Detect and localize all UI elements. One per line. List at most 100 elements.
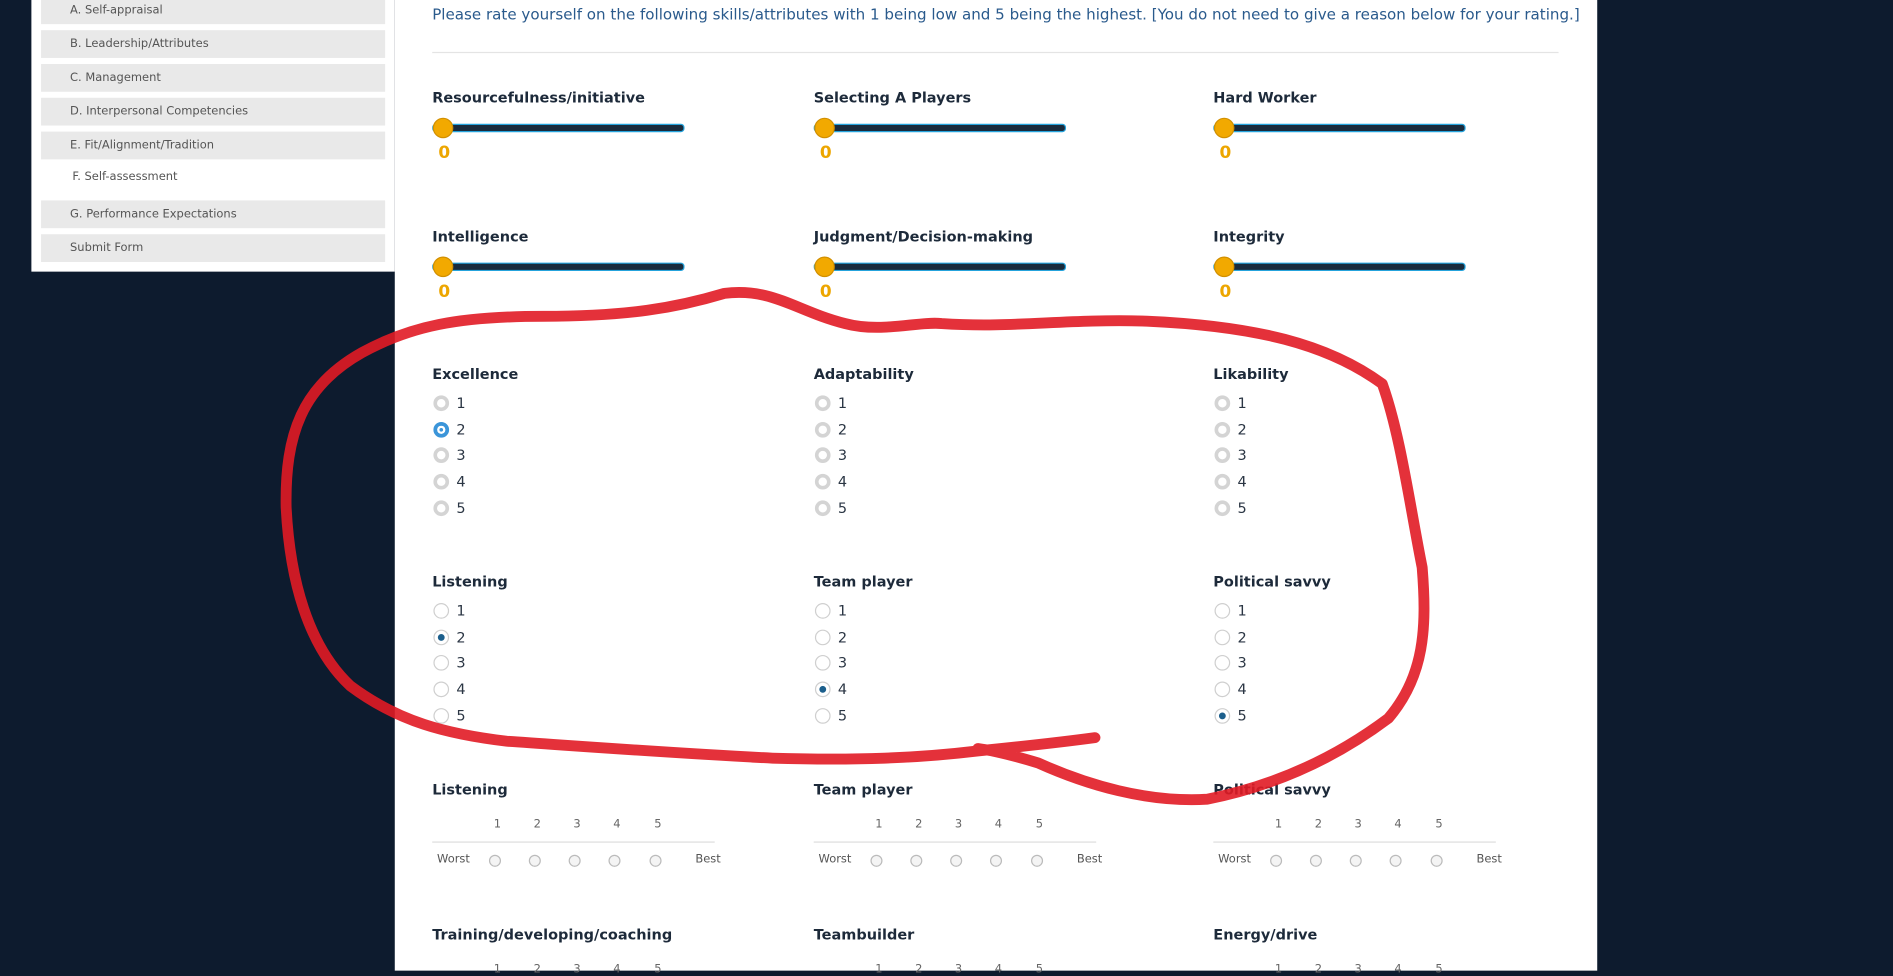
- slider-value: 0: [819, 143, 832, 163]
- slider-thumb[interactable]: [814, 256, 835, 278]
- scale-radio[interactable]: [568, 854, 581, 867]
- radio-option: 3: [456, 654, 466, 672]
- radio-button[interactable]: [1214, 655, 1231, 672]
- radio-button[interactable]: [433, 500, 450, 516]
- radio-button[interactable]: [814, 421, 831, 438]
- scale-radio[interactable]: [488, 854, 502, 867]
- scale-number: 5: [654, 817, 662, 832]
- scale-high: Best: [695, 852, 721, 867]
- scale-radio[interactable]: [1389, 854, 1402, 867]
- radio-button[interactable]: [814, 655, 831, 672]
- scale-label: Team player: [813, 781, 913, 799]
- radio-button[interactable]: [433, 473, 450, 490]
- slider-track[interactable]: [1213, 123, 1466, 133]
- annotation-loop: [280, 287, 1430, 806]
- nav-item[interactable]: G. Performance Expectations: [41, 200, 386, 229]
- radio-button[interactable]: [814, 629, 831, 645]
- scale-number: 5: [1035, 817, 1044, 832]
- nav-item[interactable]: C. Management: [41, 63, 386, 92]
- radio-label: Excellence: [432, 365, 519, 383]
- scale-radio[interactable]: [1309, 854, 1322, 867]
- scale-radio[interactable]: [910, 854, 923, 867]
- radio-button[interactable]: [814, 603, 831, 619]
- scale-number: 5: [1435, 962, 1443, 976]
- radio-button[interactable]: [1214, 707, 1231, 724]
- nav-item[interactable]: D. Interpersonal Competencies: [41, 97, 386, 126]
- scale-label: Listening: [432, 781, 508, 799]
- radio-button[interactable]: [433, 681, 450, 698]
- nav-item[interactable]: E. Fit/Alignment/Tradition: [41, 131, 386, 160]
- scale-number: 1: [493, 962, 502, 976]
- scale-radio[interactable]: [649, 854, 662, 867]
- radio-label: Adaptability: [813, 365, 914, 383]
- scale-number: 3: [954, 817, 963, 832]
- radio-button[interactable]: [1214, 395, 1231, 412]
- radio-button[interactable]: [1214, 603, 1231, 619]
- scale-radio[interactable]: [608, 854, 621, 867]
- radio-option: 2: [837, 628, 848, 646]
- radio-button[interactable]: [1214, 447, 1231, 464]
- radio-button[interactable]: [433, 603, 450, 619]
- radio-label: Listening: [432, 573, 508, 591]
- slider-label: Hard Worker: [1213, 89, 1317, 107]
- scale-number: 3: [573, 962, 581, 976]
- radio-option: 2: [1237, 628, 1247, 646]
- radio-button[interactable]: [433, 707, 450, 724]
- radio-button[interactable]: [814, 447, 831, 464]
- slider-track[interactable]: [813, 262, 1067, 272]
- scale-radio[interactable]: [870, 854, 883, 867]
- nav-item[interactable]: Submit Form: [41, 234, 386, 262]
- radio-button[interactable]: [814, 395, 831, 412]
- slider-thumb[interactable]: [1213, 117, 1235, 139]
- radio-option: 5: [837, 707, 848, 725]
- scale-low: Worst: [437, 852, 470, 867]
- radio-button[interactable]: [1214, 473, 1231, 490]
- slider-thumb[interactable]: [432, 256, 454, 278]
- radio-button[interactable]: [1214, 500, 1231, 516]
- scale-number: 3: [954, 962, 963, 976]
- scale-radio[interactable]: [528, 854, 541, 867]
- radio-label: Team player: [813, 573, 913, 591]
- scale-radio[interactable]: [1270, 854, 1283, 867]
- slider-track[interactable]: [432, 123, 685, 133]
- scale-number: 2: [1314, 817, 1322, 832]
- slider-thumb[interactable]: [814, 117, 835, 139]
- radio-option: 1: [456, 602, 466, 620]
- slider-track[interactable]: [1213, 262, 1466, 272]
- scale-number: 4: [1394, 817, 1402, 832]
- divider: [432, 51, 1559, 54]
- radio-button[interactable]: [433, 447, 450, 464]
- scale-radio[interactable]: [1430, 854, 1443, 867]
- radio-button[interactable]: [1214, 421, 1231, 438]
- radio-option: 1: [1237, 394, 1247, 412]
- scale-radio[interactable]: [1349, 854, 1362, 867]
- radio-button[interactable]: [814, 707, 831, 724]
- slider-thumb[interactable]: [1213, 256, 1235, 278]
- radio-button[interactable]: [814, 681, 831, 698]
- radio-button[interactable]: [433, 395, 450, 412]
- nav-item[interactable]: A. Self-appraisal: [41, 0, 386, 25]
- radio-button[interactable]: [1214, 629, 1231, 645]
- radio-option: 3: [1237, 654, 1247, 672]
- radio-option: 5: [837, 499, 848, 517]
- slider-track[interactable]: [813, 123, 1067, 133]
- form-panel: [394, 0, 1598, 971]
- radio-button[interactable]: [814, 473, 831, 490]
- radio-button[interactable]: [814, 500, 831, 516]
- scale-radio[interactable]: [1031, 854, 1044, 867]
- radio-button[interactable]: [1214, 681, 1231, 698]
- scale-radio[interactable]: [989, 854, 1003, 867]
- scale-radio[interactable]: [950, 854, 963, 867]
- nav-item[interactable]: F. Self-assessment: [41, 162, 386, 191]
- slider-track[interactable]: [432, 262, 685, 272]
- radio-option: 2: [456, 628, 466, 646]
- radio-button[interactable]: [433, 655, 450, 672]
- slider-thumb[interactable]: [432, 117, 454, 139]
- nav-item[interactable]: B. Leadership/Attributes: [41, 30, 386, 58]
- radio-option: 4: [1237, 473, 1247, 491]
- scale-number: 4: [994, 962, 1003, 976]
- radio-button[interactable]: [433, 421, 450, 438]
- radio-button[interactable]: [433, 629, 450, 645]
